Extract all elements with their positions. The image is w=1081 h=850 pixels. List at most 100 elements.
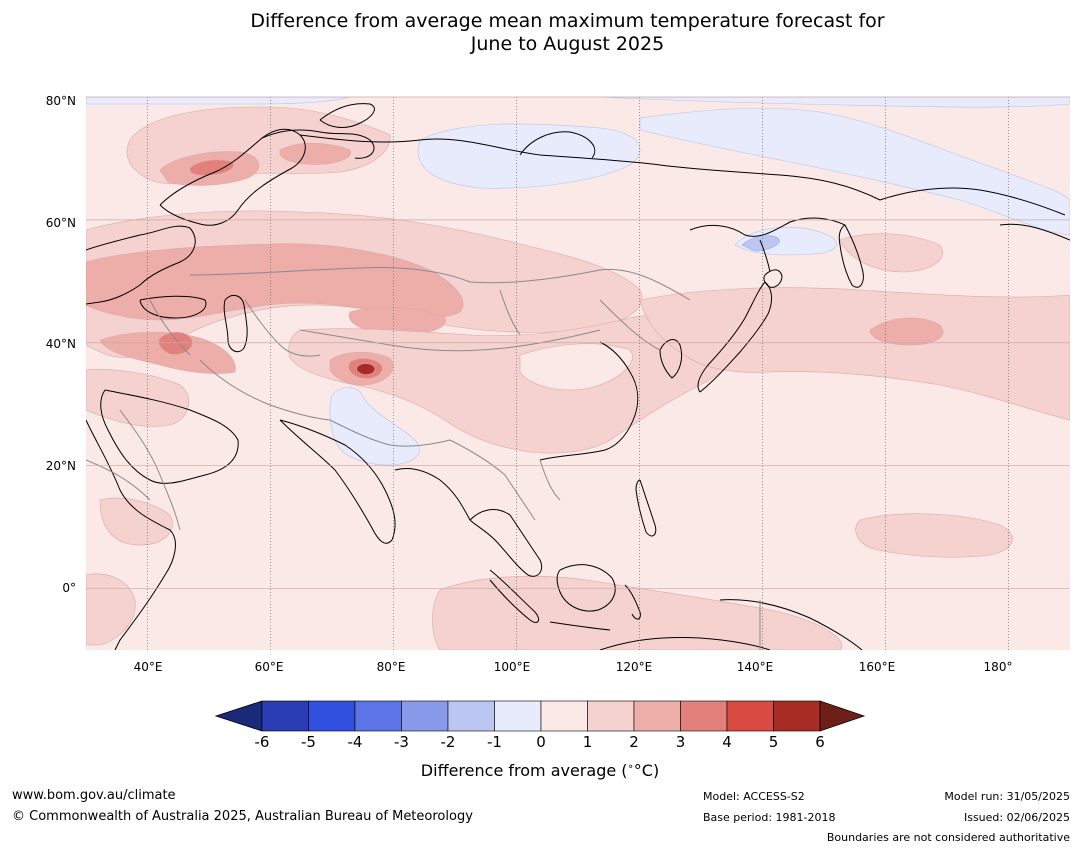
colorbar-tick-label: -1	[487, 733, 502, 751]
colorbar-tick-label: -3	[394, 733, 409, 751]
coast-chukotka	[879, 187, 1066, 216]
coast-sakhalin	[759, 239, 771, 273]
colorbar-extend-high	[819, 700, 866, 732]
coast-black-sea	[139, 295, 207, 319]
colorbar-cell	[726, 700, 774, 732]
coast-scandinavia	[159, 128, 306, 226]
coastlines	[86, 103, 1070, 650]
colorbar-cell	[680, 700, 728, 732]
footer-model: Model: ACCESS-S2	[703, 790, 805, 803]
lat-label-20n: 20°N	[45, 459, 76, 473]
coast-bay-bengal	[394, 467, 471, 521]
country-borders	[86, 267, 761, 650]
colorbar-extend-low	[214, 700, 263, 732]
colorbar	[214, 700, 866, 732]
colorbar-tick-label: 5	[768, 733, 779, 751]
anomaly-west-pacific	[855, 513, 1013, 558]
coast-kamchatka	[838, 224, 864, 288]
colorbar-tick-label: 0	[536, 733, 546, 751]
anomaly-top-edge	[86, 97, 351, 105]
footer-copyright: © Commonwealth of Australia 2025, Austra…	[12, 809, 473, 824]
colorbar-tick-label: 4	[722, 733, 732, 751]
colorbar-cell	[308, 700, 356, 732]
footer-disclaimer: Boundaries are not considered authoritat…	[826, 831, 1070, 844]
colorbar-cell	[354, 700, 402, 732]
coast-south-china	[539, 341, 639, 461]
colorbar-tick-label: 1	[582, 733, 593, 751]
coast-sulawesi	[624, 584, 641, 620]
anomaly-fills	[86, 97, 1070, 650]
anomaly-okhotsk-core	[741, 235, 780, 252]
anomaly-kazakh-warm	[348, 306, 446, 335]
lon-label-120e: 120°E	[615, 660, 653, 674]
anomaly-east-africa	[99, 497, 173, 546]
lat-label-60n: 60°N	[45, 216, 76, 230]
colorbar-tick-label: -2	[440, 733, 456, 751]
lon-label-40e: 40°E	[133, 660, 163, 674]
colorbar-cell	[494, 700, 542, 732]
colorbar-tick-label: -4	[347, 733, 363, 751]
lon-label-60e: 60°E	[254, 660, 284, 674]
lon-label-80e: 80°E	[376, 660, 406, 674]
chart-title: Difference from average mean maximum tem…	[0, 10, 1081, 56]
coast-okhotsk	[689, 217, 846, 237]
coast-kola	[261, 129, 375, 159]
footer-website: www.bom.gov.au/climate	[12, 788, 176, 803]
colorbar-cell	[773, 700, 821, 732]
footer-issued: Issued: 02/06/2025	[963, 811, 1070, 824]
coast-new-guinea	[719, 599, 863, 650]
colorbar-tick-label: 2	[629, 733, 639, 751]
lon-label-140e: 140°E	[736, 660, 774, 674]
lat-label-0: 0°	[62, 581, 76, 595]
coast-europe	[86, 225, 196, 305]
colorbar-cell	[261, 700, 309, 732]
coast-philippines	[635, 479, 657, 537]
coast-caspian	[223, 294, 248, 353]
coast-java	[549, 621, 611, 631]
lon-label-100e: 100°E	[493, 660, 531, 674]
colorbar-cell	[587, 700, 635, 732]
colorbar-cell	[401, 700, 449, 732]
colorbar-tick-label: 3	[675, 733, 686, 751]
colorbar-tick-label: -5	[301, 733, 316, 751]
anomaly-africa-south	[86, 573, 136, 646]
coast-arctic-siberia	[299, 134, 881, 201]
coast-arabia	[100, 389, 239, 484]
coast-india	[279, 419, 396, 544]
coast-hokkaido	[763, 269, 783, 288]
anomaly-pacific-warm	[869, 317, 944, 346]
anomaly-china	[288, 312, 743, 454]
coast-alaska-aleutian	[999, 223, 1070, 241]
coast-borneo	[556, 564, 616, 612]
colorbar-cell	[447, 700, 495, 732]
anomaly-barents-warm	[279, 142, 351, 165]
lon-label-160e: 160°E	[858, 660, 896, 674]
coast-indochina	[469, 509, 543, 577]
graticule	[86, 96, 1070, 650]
colorbar-tick-label: -6	[254, 733, 270, 751]
anomaly-arctic-siberia	[417, 123, 641, 189]
lat-label-40n: 40°N	[45, 337, 76, 351]
anomaly-kamchatka	[839, 233, 943, 273]
colorbar-tick-label: 6	[815, 733, 825, 751]
anomaly-top-right	[599, 97, 1070, 108]
anomaly-kola-core	[189, 159, 234, 176]
colorbar-cell	[633, 700, 681, 732]
lon-label-180: 180°	[983, 660, 1013, 674]
coast-australia	[599, 637, 771, 650]
title-line-1: Difference from average mean maximum tem…	[250, 10, 885, 32]
colorbar-title: Difference from average (∘°C)	[420, 761, 660, 780]
coast-korea	[659, 339, 683, 379]
footer-model-run: Model run: 31/05/2025	[944, 790, 1070, 803]
lat-label-80n: 80°N	[45, 94, 76, 108]
coast-taymyr	[519, 131, 596, 159]
title-line-2: June to August 2025	[470, 33, 665, 55]
coast-novaya-zemlya	[319, 103, 375, 128]
coast-sumatra	[489, 569, 540, 623]
anomaly-north-pacific	[639, 287, 1070, 421]
footer-base-period: Base period: 1981-2018	[703, 811, 836, 824]
anomaly-himalaya-core	[356, 363, 376, 375]
colorbar-cell	[540, 700, 588, 732]
anomaly-east-siberia-coast	[639, 107, 1070, 236]
forecast-map	[86, 96, 1070, 650]
